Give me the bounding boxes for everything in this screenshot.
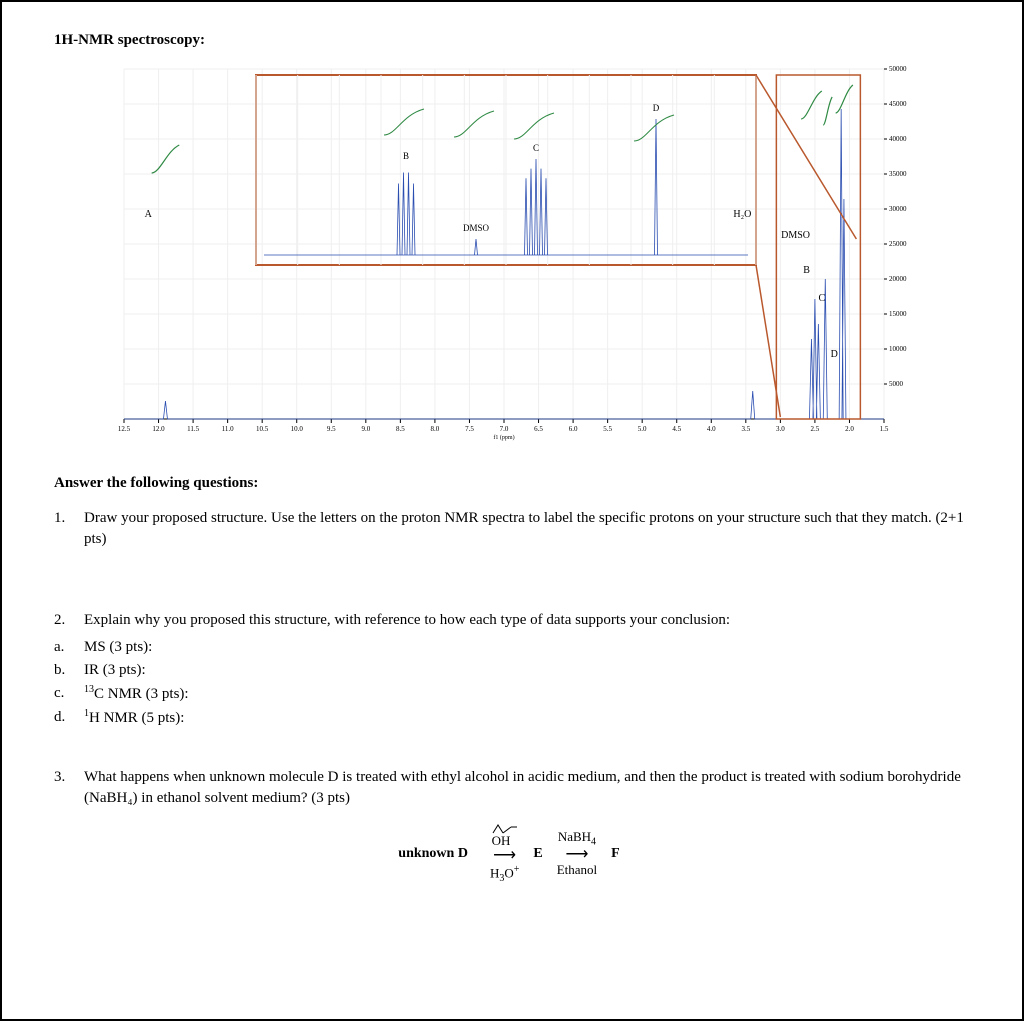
q2c-letter: c.: [54, 683, 84, 705]
svg-text:5.0: 5.0: [638, 425, 647, 433]
q2c-text: 13C NMR (3 pts):: [84, 683, 189, 705]
svg-text:9.0: 9.0: [361, 425, 370, 433]
svg-text:40000: 40000: [889, 135, 907, 143]
svg-text:H₂O: H₂O: [733, 209, 751, 220]
q2d-text: 1H NMR (5 pts):: [84, 707, 184, 729]
svg-text:7.5: 7.5: [465, 425, 474, 433]
svg-text:1.5: 1.5: [880, 425, 889, 433]
q2-sub-d: d. 1H NMR (5 pts):: [54, 707, 970, 729]
svg-text:6.5: 6.5: [534, 425, 543, 433]
q3-number: 3.: [54, 767, 84, 809]
svg-text:10.0: 10.0: [291, 425, 304, 433]
svg-text:45000: 45000: [889, 100, 907, 108]
question-3: 3. What happens when unknown molecule D …: [54, 767, 970, 809]
q2-intro: Explain why you proposed this structure,…: [84, 612, 730, 628]
svg-text:50000: 50000: [889, 65, 907, 73]
question-list: 1. Draw your proposed structure. Use the…: [54, 508, 970, 809]
svg-text:5.5: 5.5: [603, 425, 612, 433]
answer-heading: Answer the following questions:: [54, 473, 970, 494]
q2-sub-a: a. MS (3 pts):: [54, 637, 970, 658]
q2a-text: MS (3 pts):: [84, 637, 152, 658]
svg-text:DMSO: DMSO: [781, 230, 810, 241]
arrow1-top: OH: [492, 823, 518, 848]
reaction-scheme: unknown D OH ⟶ H3O+ E NaBH4 ⟶ Ethanol F: [54, 823, 970, 884]
page-title: 1H-NMR spectroscopy:: [54, 30, 970, 51]
svg-text:B: B: [803, 265, 810, 276]
svg-text:9.5: 9.5: [327, 425, 336, 433]
q2-sub-list: a. MS (3 pts): b. IR (3 pts): c. 13C NMR…: [54, 637, 970, 729]
svg-text:7.0: 7.0: [500, 425, 509, 433]
svg-text:A: A: [145, 209, 153, 220]
svg-text:11.5: 11.5: [187, 425, 199, 433]
svg-text:C: C: [533, 143, 539, 153]
svg-text:11.0: 11.0: [222, 425, 234, 433]
q1-number: 1.: [54, 508, 84, 550]
arrow2-bot: Ethanol: [557, 863, 597, 877]
arrow-icon: ⟶: [493, 848, 516, 864]
svg-text:D: D: [831, 349, 838, 360]
svg-text:10000: 10000: [889, 345, 907, 353]
q1-body: Draw your proposed structure. Use the le…: [84, 508, 970, 550]
svg-text:C: C: [818, 293, 825, 304]
nmr-spectrum-chart: 1.5 2.0 2.5 3.0 3.5 4.0 4.5 5.0 5.5 6.0 6.5 7.0 7.5 8…: [104, 63, 920, 463]
svg-text:30000: 30000: [889, 205, 907, 213]
svg-text:3.0: 3.0: [776, 425, 785, 433]
q2d-letter: d.: [54, 707, 84, 729]
svg-text:20000: 20000: [889, 275, 907, 283]
q2a-letter: a.: [54, 637, 84, 658]
arrow-icon: ⟶: [565, 847, 588, 863]
reaction-intermediate: E: [533, 844, 542, 864]
svg-text:35000: 35000: [889, 170, 907, 178]
svg-text:6.0: 6.0: [569, 425, 578, 433]
svg-text:D: D: [653, 103, 660, 113]
arrow1-bot: H3O+: [490, 864, 519, 884]
svg-text:12.5: 12.5: [118, 425, 131, 433]
arrow2-top: NaBH4: [558, 830, 596, 848]
svg-text:3.5: 3.5: [741, 425, 750, 433]
question-1: 1. Draw your proposed structure. Use the…: [54, 508, 970, 550]
svg-text:4.5: 4.5: [672, 425, 681, 433]
reaction-arrow-2: NaBH4 ⟶ Ethanol: [557, 830, 597, 878]
svg-text:DMSO: DMSO: [463, 223, 490, 233]
svg-text:15000: 15000: [889, 310, 907, 318]
svg-text:8.5: 8.5: [396, 425, 405, 433]
q2-sub-c: c. 13C NMR (3 pts):: [54, 683, 970, 705]
reaction-start: unknown D: [398, 844, 468, 864]
q2b-text: IR (3 pts):: [84, 660, 146, 681]
svg-text:2.5: 2.5: [811, 425, 820, 433]
reaction-product: F: [611, 844, 620, 864]
svg-text:8.0: 8.0: [431, 425, 440, 433]
q2b-letter: b.: [54, 660, 84, 681]
svg-text:25000: 25000: [889, 240, 907, 248]
svg-text:B: B: [403, 151, 409, 161]
reaction-arrow-1: OH ⟶ H3O+: [490, 823, 519, 884]
svg-text:12.0: 12.0: [152, 425, 165, 433]
svg-text:2.0: 2.0: [845, 425, 854, 433]
q3-body: What happens when unknown molecule D is …: [84, 767, 970, 809]
svg-text:10.5: 10.5: [256, 425, 269, 433]
q2-sub-b: b. IR (3 pts):: [54, 660, 970, 681]
svg-text:f1 (ppm): f1 (ppm): [493, 434, 514, 441]
question-2: 2. Explain why you proposed this structu…: [54, 610, 970, 731]
svg-text:5000: 5000: [889, 380, 904, 388]
q2-body: Explain why you proposed this structure,…: [84, 610, 970, 731]
svg-text:4.0: 4.0: [707, 425, 716, 433]
